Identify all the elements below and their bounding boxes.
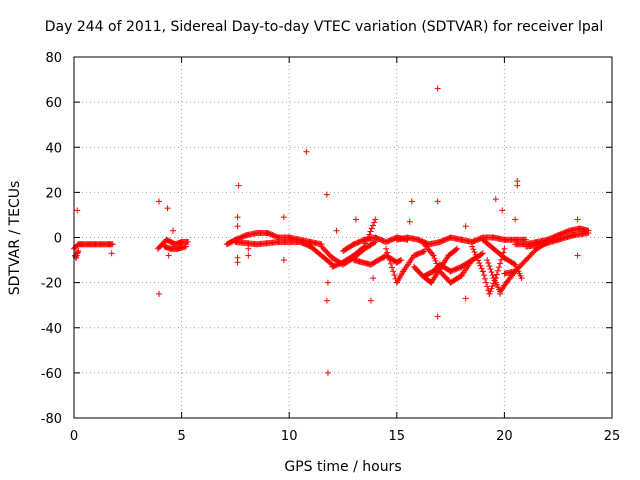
data-point: [280, 257, 287, 264]
data-point: [234, 223, 241, 230]
data-point: [324, 279, 331, 286]
data-point: [434, 313, 441, 320]
data-point: [156, 198, 163, 205]
data-point: [406, 218, 413, 225]
data-track: [232, 239, 336, 268]
data-point: [499, 207, 506, 214]
x-tick-label: 10: [281, 429, 298, 444]
data-track: [72, 248, 82, 261]
data-point: [408, 198, 415, 205]
data-point: [492, 196, 499, 203]
data-point: [462, 295, 469, 302]
x-tick-label: 15: [389, 429, 406, 444]
x-tick-label: 5: [177, 429, 185, 444]
data-point: [333, 227, 340, 234]
data-point: [323, 297, 330, 304]
data-point: [352, 216, 359, 223]
data-track: [71, 241, 116, 252]
data-track: [501, 239, 551, 277]
data-track: [161, 243, 189, 252]
x-tick-label: 25: [604, 429, 621, 444]
data-point: [245, 252, 252, 259]
y-tick-label: 20: [45, 186, 62, 201]
y-tick-label: -20: [41, 277, 62, 292]
data-point: [370, 275, 377, 282]
data-point: [108, 250, 115, 257]
x-axis-label: GPS time / hours: [284, 459, 401, 475]
data-point: [497, 290, 504, 297]
data-point: [165, 252, 172, 259]
data-point: [512, 216, 519, 223]
y-tick-label: 0: [54, 232, 62, 247]
y-tick-label: -80: [41, 412, 62, 427]
data-track: [522, 229, 592, 250]
data-point: [156, 290, 163, 297]
data-track: [350, 252, 405, 268]
data-point: [280, 214, 287, 221]
data-point: [380, 254, 387, 261]
data-track: [383, 245, 428, 286]
axis-ticks: 0 5 10 15 20 25 -80 -60 -40 -20 0 20 40 60 80: [41, 51, 621, 444]
x-tick-label: 0: [70, 429, 78, 444]
y-tick-label: 80: [45, 51, 62, 66]
data-point: [164, 205, 171, 212]
chart-title: Day 244 of 2011, Sidereal Day-to-day VTE…: [45, 19, 603, 35]
data-point: [434, 198, 441, 205]
data-point: [574, 252, 581, 259]
y-tick-label: -40: [41, 322, 62, 337]
data-point: [514, 182, 521, 189]
y-tick-label: 40: [45, 141, 62, 156]
data-track: [393, 234, 529, 248]
data-point: [245, 245, 252, 252]
data-point: [234, 214, 241, 221]
data-point: [323, 191, 330, 198]
data-point: [462, 223, 469, 230]
y-tick-label: -60: [41, 367, 62, 382]
data-point: [367, 297, 374, 304]
grid: [74, 57, 612, 418]
data-track: [329, 216, 379, 270]
y-axis-label: SDTVAR / TECUs: [7, 181, 23, 296]
data-track: [512, 225, 592, 248]
data-points: [71, 85, 592, 376]
data-point: [234, 259, 241, 266]
data-point: [574, 216, 581, 223]
data-point: [324, 369, 331, 376]
y-tick-label: 60: [45, 96, 62, 111]
data-point: [169, 227, 176, 234]
data-point: [235, 182, 242, 189]
data-point: [434, 85, 441, 92]
data-point: [74, 207, 81, 214]
x-tick-label: 20: [496, 429, 513, 444]
data-point: [303, 148, 310, 155]
